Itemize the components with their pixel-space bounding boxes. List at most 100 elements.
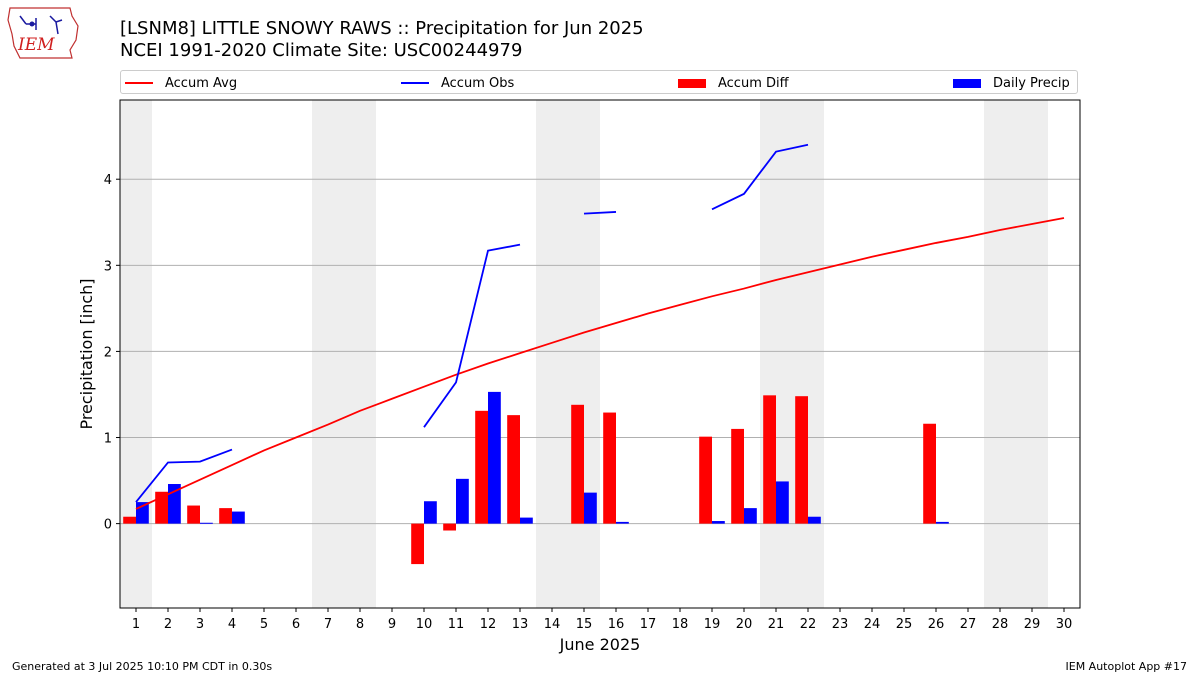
bar-daily-precip — [456, 478, 469, 524]
line-accum-obs — [423, 243, 521, 428]
weekend-shade — [312, 100, 344, 608]
y-tick-label: 2 — [104, 345, 112, 360]
y-tick-label: 1 — [104, 432, 112, 447]
weekend-shade — [536, 100, 568, 608]
bar-accum-diff — [443, 523, 456, 531]
x-tick-label: 18 — [672, 617, 689, 632]
weekend-shade — [984, 100, 1016, 608]
bar-accum-diff — [763, 395, 776, 524]
x-tick-label: 22 — [800, 617, 817, 632]
bar-daily-precip — [584, 492, 597, 524]
app-credit: IEM Autoplot App #17 — [1065, 660, 1188, 673]
bar-accum-diff — [923, 423, 936, 524]
chart-subtitle: NCEI 1991-2020 Climate Site: USC00244979 — [120, 40, 523, 61]
x-tick-label: 17 — [640, 617, 657, 632]
chart-title: [LSNM8] LITTLE SNOWY RAWS :: Precipitati… — [120, 18, 644, 39]
bar-daily-precip — [776, 481, 789, 524]
bar-accum-diff — [475, 410, 488, 524]
x-tick-label: 8 — [356, 617, 364, 632]
bar-daily-precip — [520, 517, 533, 524]
bar-accum-diff — [155, 491, 168, 524]
plot-frame — [119, 99, 1081, 609]
bar-accum-diff — [795, 396, 808, 524]
x-tick-label: 13 — [512, 617, 529, 632]
y-axis-label: Precipitation [inch] — [77, 278, 96, 429]
legend-item-accum-diff: Accum Diff — [678, 73, 789, 93]
bar-accum-diff — [699, 436, 712, 524]
x-tick-label: 26 — [928, 617, 945, 632]
chart-legend: Accum Avg Accum Obs Accum Diff Daily Pre… — [120, 70, 1078, 94]
legend-swatch — [953, 78, 981, 88]
legend-swatch — [678, 78, 706, 88]
line-accum-obs — [711, 143, 809, 211]
x-tick-label: 12 — [480, 617, 497, 632]
bar-daily-precip — [712, 521, 725, 524]
legend-swatch — [401, 82, 429, 84]
x-tick-label: 1 — [132, 617, 140, 632]
bar-accum-diff — [187, 505, 200, 524]
bar-daily-precip — [744, 508, 757, 524]
weekend-shade — [792, 100, 824, 608]
legend-swatch — [125, 82, 153, 84]
generated-timestamp: Generated at 3 Jul 2025 10:10 PM CDT in … — [12, 660, 273, 673]
weekend-shade — [568, 100, 600, 608]
weekend-shade — [120, 100, 152, 608]
line-accum-obs — [583, 211, 617, 215]
bar-daily-precip — [808, 516, 821, 524]
y-tick-label: 3 — [104, 259, 112, 274]
bar-accum-diff — [731, 428, 744, 524]
x-axis-label: June 2025 — [559, 635, 641, 654]
x-tick-label: 29 — [1024, 617, 1041, 632]
bar-accum-diff — [219, 508, 232, 524]
x-tick-label: 2 — [164, 617, 172, 632]
x-tick-label: 14 — [544, 617, 561, 632]
bar-daily-precip — [424, 501, 437, 524]
legend-label: Daily Precip — [993, 75, 1070, 91]
x-tick-label: 3 — [196, 617, 204, 632]
bar-accum-diff — [571, 404, 584, 524]
x-tick-label: 23 — [832, 617, 849, 632]
bar-daily-precip — [168, 484, 181, 524]
legend-item-accum-obs: Accum Obs — [401, 73, 514, 93]
x-tick-label: 27 — [960, 617, 977, 632]
line-accum-obs — [135, 448, 233, 503]
bar-daily-precip — [616, 521, 629, 524]
y-tick-label: 0 — [104, 518, 112, 533]
legend-item-daily-precip: Daily Precip — [953, 73, 1070, 93]
x-tick-label: 9 — [388, 617, 396, 632]
legend-label: Accum Obs — [441, 75, 515, 91]
weekend-shade — [344, 100, 376, 608]
x-tick-label: 16 — [608, 617, 625, 632]
iem-logo: IEM — [7, 7, 79, 59]
x-tick-label: 28 — [992, 617, 1009, 632]
legend-item-accum-avg: Accum Avg — [125, 73, 237, 93]
legend-label: Accum Avg — [165, 75, 238, 91]
bar-daily-precip — [232, 511, 245, 524]
line-accum-avg — [135, 217, 1065, 510]
weekend-shade — [1016, 100, 1048, 608]
bar-daily-precip — [936, 521, 949, 524]
bar-daily-precip — [200, 522, 213, 524]
x-tick-label: 6 — [292, 617, 300, 632]
bar-accum-diff — [123, 516, 136, 524]
bar-accum-diff — [603, 412, 616, 524]
y-tick-label: 4 — [104, 173, 112, 188]
x-tick-label: 11 — [448, 617, 465, 632]
x-tick-label: 5 — [260, 617, 268, 632]
x-tick-label: 24 — [864, 617, 881, 632]
x-tick-label: 7 — [324, 617, 332, 632]
x-tick-label: 25 — [896, 617, 913, 632]
x-tick-label: 21 — [768, 617, 785, 632]
x-tick-label: 4 — [228, 617, 236, 632]
x-tick-label: 19 — [704, 617, 721, 632]
bar-daily-precip — [488, 391, 501, 524]
x-tick-label: 10 — [416, 617, 433, 632]
x-tick-label: 15 — [576, 617, 593, 632]
x-tick-label: 30 — [1056, 617, 1073, 632]
x-tick-label: 20 — [736, 617, 753, 632]
weekend-shade — [760, 100, 792, 608]
bar-accum-diff — [507, 415, 520, 524]
bar-accum-diff — [411, 523, 424, 565]
svg-text:IEM: IEM — [17, 35, 55, 55]
